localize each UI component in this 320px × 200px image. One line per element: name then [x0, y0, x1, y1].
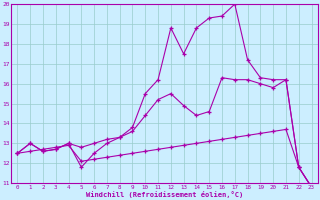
X-axis label: Windchill (Refroidissement éolien,°C): Windchill (Refroidissement éolien,°C) — [86, 191, 243, 198]
